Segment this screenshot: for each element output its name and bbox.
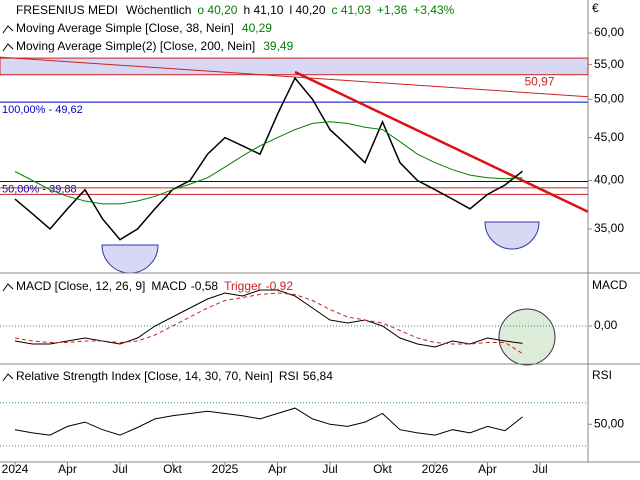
quote-value: l 40,20 (289, 3, 325, 17)
legend-entry: Moving Average Simple(2) [Close, 200, Ne… (16, 39, 294, 53)
currency: € (592, 1, 599, 15)
series-line (14, 407, 523, 436)
band (0, 57, 589, 76)
level-label: 50,00% - 39,88 (2, 183, 77, 195)
y-tick-label: 50,00 (594, 416, 624, 430)
legend-entry: Relative Strength Index [Close, 14, 30, … (16, 369, 333, 383)
series-line (14, 121, 523, 205)
legend-name: Moving Average Simple [Close, 38, Nein] (16, 21, 234, 35)
legend-value: 40,29 (242, 21, 272, 35)
series-line (14, 76, 523, 241)
level-label: 100,00% - 49,62 (2, 104, 83, 116)
trend-label: 50,97 (525, 74, 555, 88)
x-tick-label: Okt (373, 462, 392, 476)
x-tick-label: Apr (478, 462, 497, 476)
x-tick-label: Apr (58, 462, 77, 476)
trend-line (0, 56, 589, 98)
chart-title: FRESENIUS MEDI (16, 3, 118, 17)
legend-value: -0,58 (191, 279, 219, 293)
y-tick-label: 0,00 (594, 318, 618, 332)
x-tick-label: Jul (322, 462, 337, 476)
y-tick-label: 35,00 (594, 221, 624, 235)
series-line (14, 292, 523, 355)
legend-name: Trigger (224, 279, 262, 293)
legend-name: Moving Average Simple(2) [Close, 200, Ne… (16, 39, 255, 53)
panel-label: MACD (592, 278, 628, 292)
chart-header: FRESENIUS MEDI Wöchentlich o 40,20 h 41,10 l… (16, 3, 455, 17)
x-tick-label: Apr (268, 462, 287, 476)
x-tick-label: 2026 (422, 462, 449, 476)
legend-entry: Moving Average Simple [Close, 38, Nein] 4… (16, 21, 272, 35)
x-tick-label: Okt (163, 462, 182, 476)
x-tick-label: Jul (112, 462, 127, 476)
legend-name: RSI (279, 369, 299, 383)
quote-value: +3,43% (413, 3, 454, 17)
legend-value: 39,49 (263, 39, 293, 53)
legend-value: 56,84 (303, 369, 333, 383)
legend-entry: MACD [Close, 12, 26, 9] MACD -0,58 Trigger -… (16, 279, 293, 293)
legend-icon (2, 373, 14, 382)
legend-icon (2, 25, 14, 34)
legend-name: MACD (151, 279, 187, 293)
quote-value: o 40,20 (197, 3, 237, 17)
y-tick-label: 50,00 (594, 91, 624, 105)
x-tick-label: Jul (532, 462, 547, 476)
y-tick-label: 55,00 (594, 57, 624, 71)
quote-value: c 41,03 (332, 3, 372, 17)
x-tick-label: 2024 (2, 462, 29, 476)
panel-title: Relative Strength Index [Close, 14, 30, … (16, 369, 273, 383)
chart-subtitle: Wöchentlich (126, 3, 191, 17)
y-tick-label: 40,00 (594, 173, 624, 187)
x-tick-label: 2025 (212, 462, 239, 476)
panel-title: MACD [Close, 12, 26, 9] (16, 279, 145, 293)
y-tick-label: 45,00 (594, 130, 624, 144)
legend-icon (2, 43, 14, 52)
highlight-circle (498, 308, 556, 366)
panel-label: RSI (592, 368, 612, 382)
y-tick-label: 60,00 (594, 25, 624, 39)
quote-value: h 41,10 (243, 3, 283, 17)
quote-value: +1,36 (377, 3, 408, 17)
trend-line (294, 70, 589, 213)
legend-icon (2, 283, 14, 292)
legend-value: -0,92 (266, 279, 294, 293)
pattern-circle (484, 221, 540, 250)
